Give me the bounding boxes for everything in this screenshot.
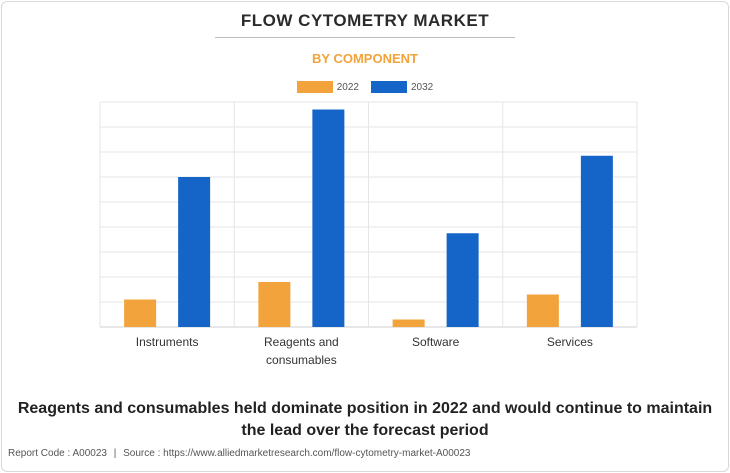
title-divider bbox=[215, 37, 515, 38]
source-link[interactable]: Source : https://www.alliedmarketresearc… bbox=[123, 448, 471, 459]
bar-2032 bbox=[580, 155, 613, 327]
bar-2022 bbox=[124, 299, 157, 327]
bar-2022 bbox=[526, 294, 559, 327]
chart-headline: Reagents and consumables held dominate p… bbox=[17, 400, 713, 439]
bar-2022 bbox=[258, 282, 291, 327]
report-code: Report Code : A00023 bbox=[8, 448, 107, 459]
bar-2032 bbox=[312, 109, 345, 327]
bar-2032 bbox=[446, 233, 479, 327]
x-tick-label: Software bbox=[412, 335, 460, 349]
bar-2022 bbox=[392, 319, 425, 327]
legend-item-2032[interactable]: 2032 bbox=[371, 81, 433, 93]
chart-title: FLOW CYTOMETRY MARKET bbox=[240, 11, 490, 30]
x-tick-label: Services bbox=[547, 335, 593, 349]
legend-label-2022: 2022 bbox=[336, 81, 359, 93]
x-tick-label: Reagents and bbox=[264, 335, 339, 349]
legend-label-2032: 2032 bbox=[411, 81, 434, 93]
footer-separator: | bbox=[113, 448, 117, 459]
legend-swatch-2032 bbox=[371, 81, 407, 93]
legend-swatch-2022 bbox=[296, 81, 333, 93]
x-tick-label: consumables bbox=[266, 353, 337, 367]
legend-item-2022[interactable]: 2022 bbox=[296, 81, 359, 93]
chart-subtitle: BY COMPONENT bbox=[312, 51, 418, 66]
x-tick-label: Instruments bbox=[136, 335, 199, 349]
legend: 2022 2032 bbox=[0, 79, 730, 95]
footer: Report Code : A00023 | Source : https://… bbox=[8, 448, 470, 459]
bar-chart: Instruments Reagents and consumables Softwa… bbox=[99, 101, 638, 367]
bar-2032 bbox=[178, 177, 211, 327]
